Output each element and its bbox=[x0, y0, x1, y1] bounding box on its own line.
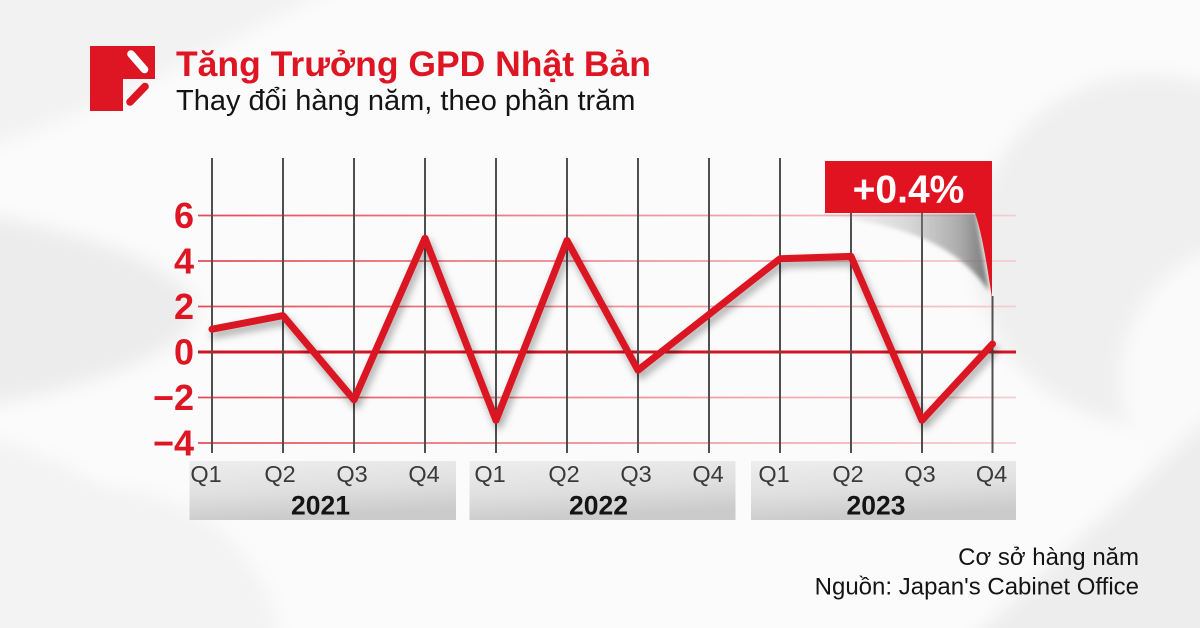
svg-text:Q3: Q3 bbox=[336, 461, 367, 487]
svg-text:Q2: Q2 bbox=[832, 461, 863, 487]
svg-text:Q4: Q4 bbox=[976, 461, 1007, 487]
svg-text:Q2: Q2 bbox=[264, 461, 295, 487]
svg-text:Q3: Q3 bbox=[904, 461, 935, 487]
svg-text:2022: 2022 bbox=[569, 491, 628, 521]
svg-text:2023: 2023 bbox=[847, 491, 906, 521]
svg-text:Q4: Q4 bbox=[408, 461, 439, 487]
svg-text:Q4: Q4 bbox=[692, 461, 723, 487]
svg-text:Cơ sở hàng năm: Cơ sở hàng năm bbox=[958, 544, 1139, 571]
svg-text:6: 6 bbox=[174, 195, 194, 236]
svg-text:−2: −2 bbox=[153, 377, 194, 418]
svg-text:−4: −4 bbox=[153, 423, 194, 464]
svg-text:4: 4 bbox=[174, 241, 194, 282]
svg-text:Nguồn: Japan's Cabinet Office: Nguồn: Japan's Cabinet Office bbox=[815, 574, 1139, 601]
svg-text:Q2: Q2 bbox=[548, 461, 579, 487]
svg-text:2021: 2021 bbox=[291, 491, 350, 521]
svg-text:Tăng Trưởng GPD Nhật Bản: Tăng Trưởng GPD Nhật Bản bbox=[176, 44, 651, 84]
svg-text:Q3: Q3 bbox=[620, 461, 651, 487]
svg-text:0: 0 bbox=[174, 332, 194, 373]
svg-text:Q1: Q1 bbox=[758, 461, 789, 487]
svg-text:2: 2 bbox=[174, 286, 194, 327]
svg-text:Thay đổi hàng năm, theo phần t: Thay đổi hàng năm, theo phần trăm bbox=[176, 85, 635, 117]
svg-text:+0.4%: +0.4% bbox=[853, 169, 965, 212]
svg-text:Q1: Q1 bbox=[190, 461, 221, 487]
svg-text:Q1: Q1 bbox=[474, 461, 505, 487]
